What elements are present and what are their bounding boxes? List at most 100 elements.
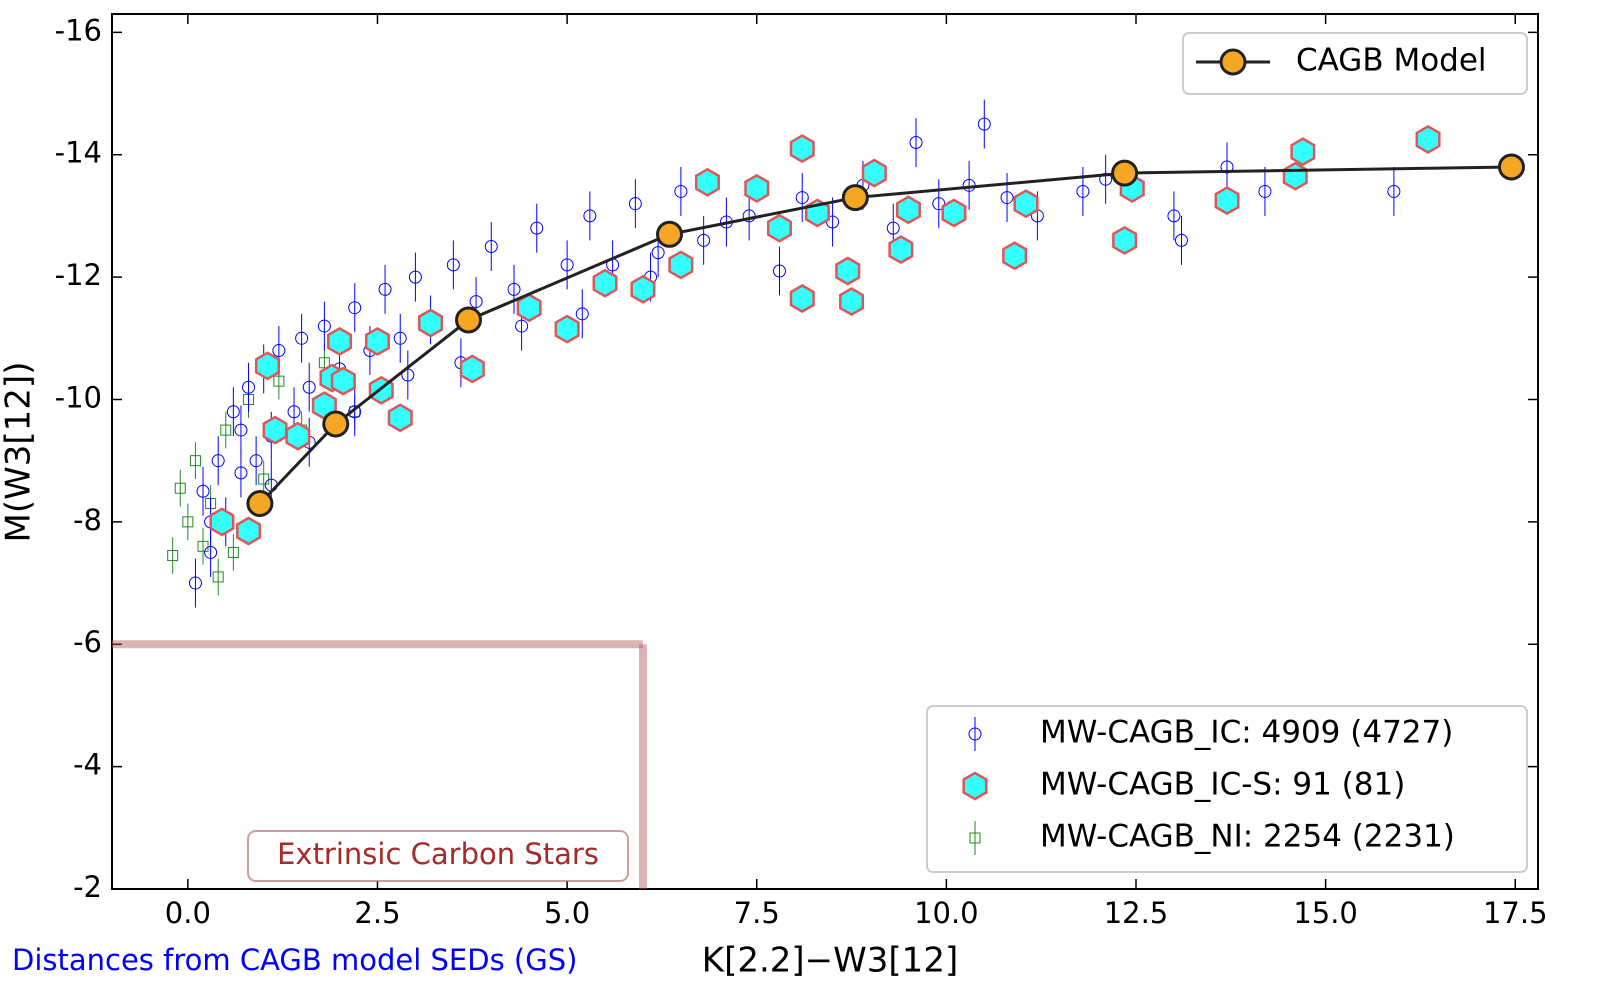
point (560, 258, 574, 272)
model-line (258, 165, 1512, 505)
point (1258, 184, 1272, 198)
point (182, 516, 194, 528)
point (459, 354, 485, 384)
point (285, 421, 311, 451)
point (287, 405, 301, 419)
y-tick-label: -12 (55, 258, 102, 292)
point (932, 197, 946, 211)
point (694, 167, 720, 197)
point (1282, 161, 1308, 191)
point (254, 351, 281, 381)
plot-frame (111, 13, 1539, 890)
y-tick-label: -10 (55, 380, 102, 414)
point (204, 545, 218, 559)
point (226, 405, 240, 419)
point (446, 258, 460, 272)
point (668, 250, 694, 280)
model-point (841, 184, 869, 212)
y-tick-label: -6 (73, 625, 102, 659)
point (583, 209, 597, 223)
point (378, 282, 392, 296)
point (1000, 191, 1014, 205)
x-tick-label: 2.5 (354, 896, 400, 930)
x-tick-label: 10.0 (914, 896, 979, 930)
point (1220, 160, 1234, 174)
point (1415, 124, 1441, 154)
point (1387, 184, 1401, 198)
point (507, 282, 521, 296)
point (630, 274, 656, 304)
point (1099, 172, 1113, 186)
y-tick-label: -8 (73, 503, 102, 537)
point (530, 221, 544, 235)
point (1175, 233, 1188, 247)
model-point (455, 306, 482, 334)
x-axis-label: K[2.2]−W3[12] (702, 941, 958, 981)
point (317, 319, 331, 333)
point (789, 134, 815, 164)
model-point (322, 410, 350, 438)
point (766, 213, 792, 243)
point (941, 198, 967, 228)
point (697, 233, 711, 247)
model-point (656, 220, 684, 248)
point (744, 173, 770, 203)
x-tick-label: 15.0 (1293, 896, 1358, 930)
point (861, 158, 887, 188)
point (387, 403, 413, 433)
x-tick-label: 17.5 (1483, 896, 1548, 930)
point (977, 117, 991, 131)
point (242, 380, 256, 394)
point (888, 235, 914, 265)
point (249, 454, 263, 468)
y-tick-label: -2 (73, 870, 102, 904)
point (1290, 137, 1316, 167)
y-tick-label: -4 (73, 748, 102, 782)
point (234, 466, 248, 480)
annotation: Extrinsic Carbon Stars (277, 837, 599, 871)
point (273, 375, 285, 387)
point (408, 270, 422, 284)
point (318, 357, 330, 369)
point (327, 326, 353, 356)
legend-label: MW-CAGB_IC: 4909 (4727) (1040, 715, 1453, 751)
point (1112, 225, 1138, 255)
point (364, 326, 390, 356)
point (1013, 189, 1039, 219)
point (209, 507, 235, 537)
point (909, 135, 923, 149)
point (227, 546, 239, 558)
point (262, 415, 288, 445)
x-tick-label: 12.5 (1104, 896, 1169, 930)
y-axis-label: M(W3[12]) (0, 362, 39, 543)
legend-label: MW-CAGB_NI: 2254 (2231) (1040, 819, 1455, 855)
point (189, 455, 201, 467)
y-tick-label: -14 (55, 136, 102, 170)
point (1002, 241, 1028, 271)
point (236, 516, 262, 546)
point (835, 256, 861, 286)
legend-label: CAGB Model (1296, 43, 1487, 79)
point (197, 540, 209, 552)
point (1076, 184, 1090, 198)
model-point (1111, 159, 1139, 187)
model-point (246, 490, 274, 518)
point (886, 221, 900, 235)
point (295, 331, 309, 345)
point (174, 482, 186, 494)
x-tick-label: 7.5 (734, 896, 780, 930)
y-tick-label: -16 (55, 13, 102, 47)
annotation-box (247, 830, 629, 882)
point (515, 319, 529, 333)
legend-marker (962, 771, 988, 801)
point (628, 197, 642, 211)
point (484, 240, 498, 254)
point (212, 571, 224, 583)
point (469, 295, 483, 309)
point (1214, 186, 1240, 216)
legend-marker (1219, 48, 1247, 76)
note: Distances from CAGB model SEDs (GS) (12, 943, 577, 977)
point (272, 344, 286, 358)
point (516, 293, 542, 323)
point (196, 484, 210, 498)
